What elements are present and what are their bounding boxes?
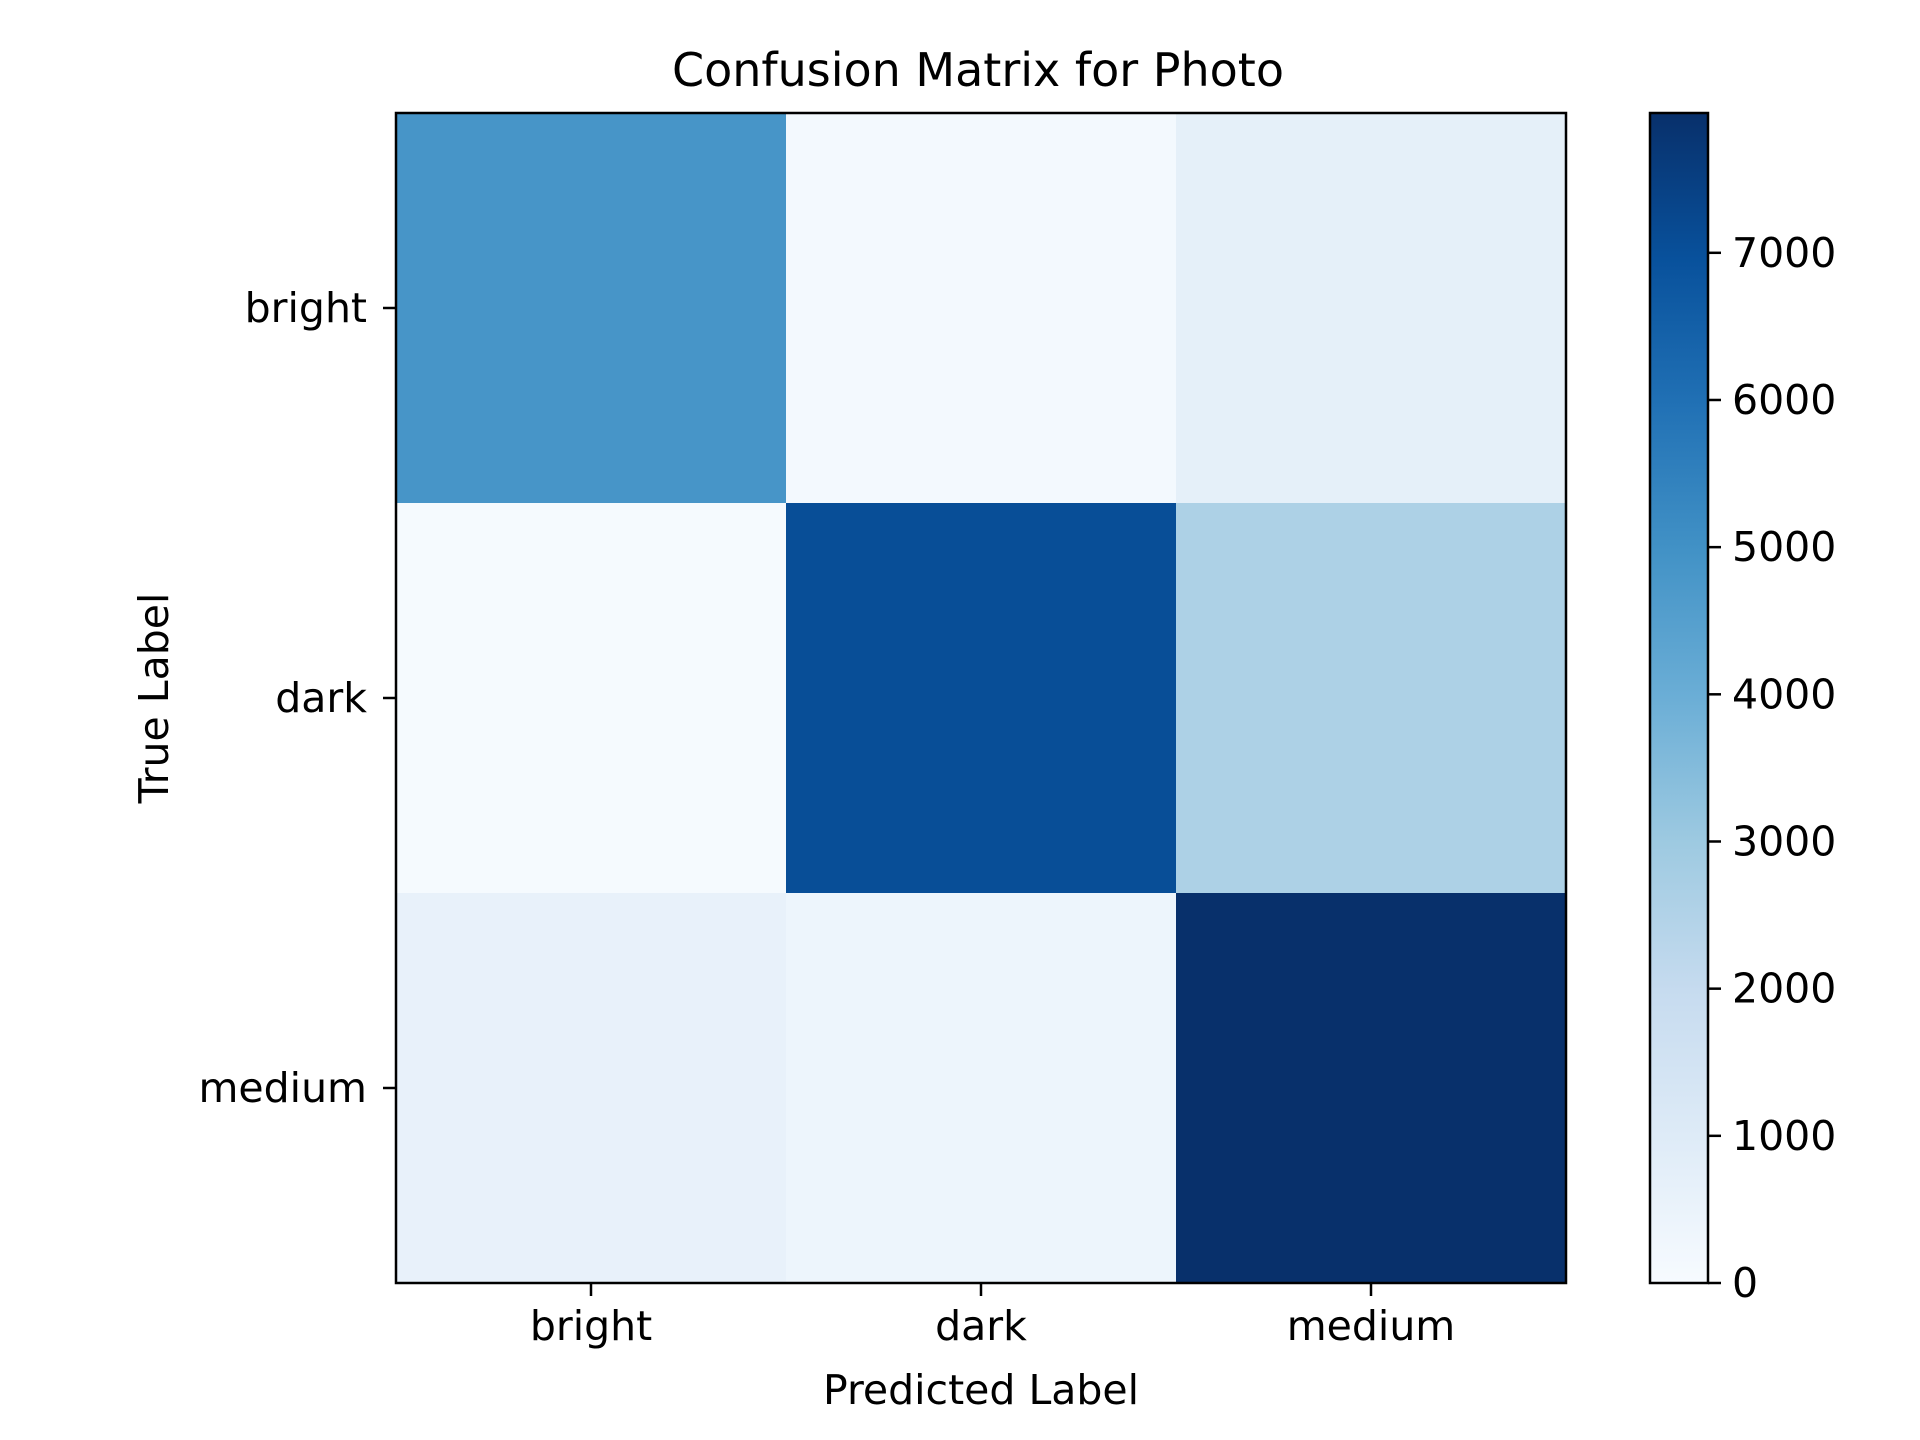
heatmap-cell-medium-bright [396,893,787,1284]
x-tick-label: medium [1287,1302,1456,1350]
colorbar-tick-label: 7000 [1732,229,1836,277]
colorbar-tick-label: 3000 [1732,817,1836,865]
y-tick-label: medium [198,1064,367,1112]
colorbar-tick-label: 4000 [1732,670,1836,718]
y-tick-label: bright [245,284,367,332]
colorbar-tick-label: 2000 [1732,965,1836,1013]
y-tick-label: dark [275,674,367,722]
heatmap-cells [396,113,1567,1284]
colorbar-tick-label: 0 [1732,1259,1758,1307]
x-axis-label: Predicted Label [823,1366,1139,1414]
x-tick-label: bright [530,1302,652,1350]
heatmap-cell-dark-dark [786,503,1177,894]
heatmap-cell-medium-dark [786,893,1177,1284]
colorbar [1650,113,1708,1283]
x-axis-ticks: bright dark medium [530,1283,1455,1350]
heatmap-cell-bright-medium [1176,113,1567,504]
y-axis-label: True Label [130,593,178,805]
heatmap-cell-bright-dark [786,113,1177,504]
heatmap-cell-dark-medium [1176,503,1567,894]
colorbar-tick-label: 1000 [1732,1112,1836,1160]
chart-title: Confusion Matrix for Photo [672,43,1284,97]
heatmap-cell-dark-bright [396,503,787,894]
heatmap-cell-medium-medium [1176,893,1567,1284]
x-tick-label: dark [935,1302,1027,1350]
colorbar-tick-label: 5000 [1732,523,1836,571]
colorbar-frame [1648,111,1710,1285]
colorbar-tick-label: 6000 [1732,376,1836,424]
y-axis-ticks: bright dark medium [198,284,396,1112]
colorbar-ticks: 0 1000 2000 3000 4000 5000 6000 7000 [1708,229,1836,1307]
heatmap-cell-bright-bright [396,113,787,504]
